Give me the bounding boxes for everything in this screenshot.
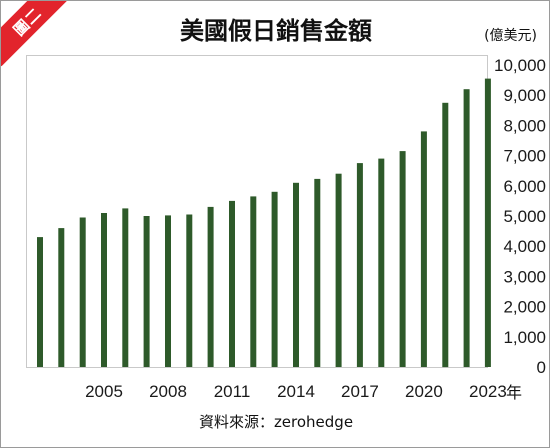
bar-2019 (399, 151, 406, 367)
x-tick-label: 2005 (85, 382, 123, 401)
bar-2003 (58, 228, 65, 367)
bar-2008 (165, 215, 171, 367)
y-tick-label: 7,000 (503, 147, 546, 166)
y-tick-label: 0 (537, 358, 546, 377)
chart-source: 資料來源：zerohedge (198, 413, 354, 431)
bar-2005 (101, 213, 107, 367)
bar-2010 (207, 206, 214, 367)
x-tick-label: 2014 (277, 382, 315, 401)
y-tick-label: 4,000 (503, 237, 546, 256)
bar-2013 (271, 191, 278, 367)
bar-2016 (335, 173, 342, 367)
bar-2011 (229, 200, 235, 367)
chart-title: 美國假日銷售金額 (180, 17, 372, 45)
bar-2014 (293, 182, 299, 367)
bar-2020 (420, 131, 427, 367)
x-tick-label: 2020 (405, 382, 443, 401)
y-tick-label: 6,000 (503, 177, 546, 196)
bar-2007 (143, 216, 150, 367)
bar-2009 (186, 214, 193, 367)
bar-2002 (37, 237, 43, 367)
x-axis-unit: 年 (506, 383, 523, 402)
bar-2021 (442, 102, 449, 368)
x-tick-label: 2008 (149, 382, 187, 401)
y-tick-label: 10,000 (494, 56, 546, 75)
bar-2012 (250, 196, 257, 367)
x-tick-label: 2023 (469, 382, 507, 401)
y-tick-label: 5,000 (503, 207, 546, 226)
x-tick-label: 2017 (341, 382, 379, 401)
y-tick-label: 8,000 (503, 116, 546, 135)
y-tick-label: 2,000 (503, 298, 546, 317)
y-tick-label: 3,000 (503, 267, 546, 286)
bar-2022 (463, 89, 470, 367)
x-tick-label: 2011 (214, 382, 251, 401)
bar-2004 (79, 217, 86, 367)
y-tick-label: 9,000 (503, 86, 546, 105)
y-axis-unit: (億美元) (484, 28, 537, 44)
bar-2015 (314, 178, 321, 367)
y-tick-label: 1,000 (503, 328, 546, 347)
bar-2017 (356, 163, 363, 367)
bar-2023 (484, 78, 491, 367)
bar-2006 (122, 208, 129, 367)
bar-2018 (378, 158, 385, 367)
